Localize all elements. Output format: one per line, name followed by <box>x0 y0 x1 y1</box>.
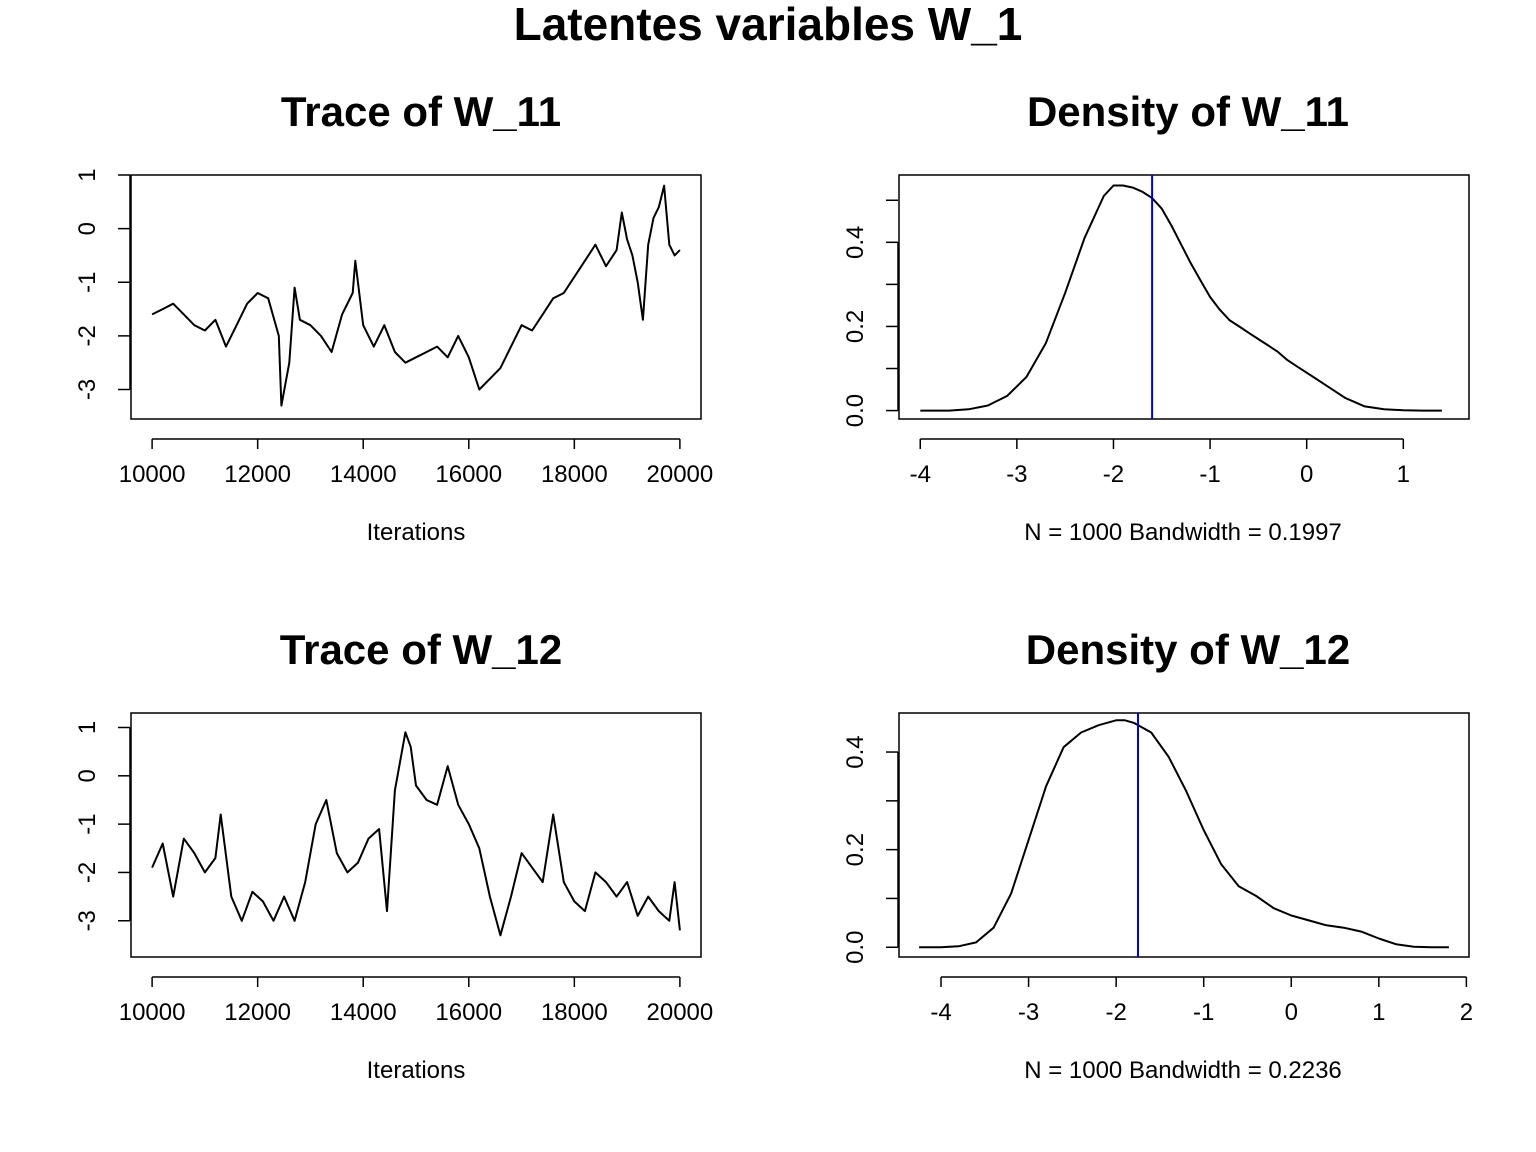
x-tick-label: 20000 <box>647 999 714 1026</box>
panel-title: Density of W_12 <box>1026 626 1350 673</box>
x-axis-label: Iterations <box>367 519 466 546</box>
figure-title: Latentes variables W_1 <box>514 0 1023 50</box>
plot-frame <box>130 174 702 420</box>
x-tick-label: -1 <box>1199 461 1220 488</box>
y-tick-label: 0.4 <box>842 735 869 768</box>
x-tick-label: 12000 <box>224 461 291 488</box>
y-tick-label: 0.0 <box>842 394 869 427</box>
x-tick-label: 16000 <box>435 461 502 488</box>
y-tick-label: -3 <box>74 379 101 400</box>
panel-title: Density of W_11 <box>1027 88 1349 135</box>
trace-panel-w12: Trace of W_12 Iterations 10000 12000 14000… <box>74 626 713 1084</box>
x-tick-label: 10000 <box>119 461 186 488</box>
y-tick-label: 0.0 <box>842 931 869 964</box>
y-tick-label: 0.2 <box>842 310 869 343</box>
density-curve <box>919 719 1449 949</box>
x-tick-label: 16000 <box>435 999 502 1026</box>
y-tick-label: -1 <box>74 813 101 834</box>
y-tick-label: 0 <box>74 769 101 782</box>
plot-frame <box>898 712 1470 958</box>
y-tick-label: -2 <box>74 862 101 883</box>
x-tick-label: 0 <box>1285 999 1298 1026</box>
x-axis-label: N = 1000 Bandwidth = 0.1997 <box>1024 519 1342 546</box>
x-tick-label: 0 <box>1300 461 1313 488</box>
x-tick-label: -2 <box>1103 461 1124 488</box>
y-tick-label: 1 <box>74 721 101 734</box>
x-tick-label: -2 <box>1105 999 1126 1026</box>
x-tick-label: 18000 <box>541 999 608 1026</box>
density-panel-w12: Density of W_12 N = 1000 Bandwidth = 0.2… <box>842 626 1473 1084</box>
plot-frame <box>898 174 1470 420</box>
y-tick-label: 1 <box>74 168 101 181</box>
x-tick-label: 1 <box>1372 999 1385 1026</box>
density-curve <box>920 184 1442 412</box>
x-axis-label: N = 1000 Bandwidth = 0.2236 <box>1024 1057 1342 1084</box>
y-tick-label: 0.2 <box>842 833 869 866</box>
y-tick-label: -1 <box>74 272 101 293</box>
x-tick-label: -3 <box>1006 461 1027 488</box>
y-tick-label: 0 <box>74 222 101 235</box>
panel-title: Trace of W_12 <box>280 626 562 673</box>
y-tick-label: -3 <box>74 910 101 931</box>
panel-title: Trace of W_11 <box>281 88 561 135</box>
x-tick-label: 10000 <box>119 999 186 1026</box>
x-tick-label: 2 <box>1460 999 1473 1026</box>
x-tick-label: -1 <box>1193 999 1214 1026</box>
x-tick-label: -4 <box>930 999 951 1026</box>
x-tick-label: 12000 <box>224 999 291 1026</box>
x-tick-label: 18000 <box>541 461 608 488</box>
trace-line <box>151 731 681 937</box>
trace-line <box>151 184 681 407</box>
x-tick-label: 14000 <box>330 999 397 1026</box>
plot-frame <box>130 712 702 958</box>
x-tick-label: 14000 <box>330 461 397 488</box>
trace-panel-w11: Trace of W_11 Iterations 10000 12000 14000… <box>74 88 713 546</box>
y-tick-label: -2 <box>74 325 101 346</box>
x-tick-label: -4 <box>910 461 931 488</box>
x-tick-label: 1 <box>1397 461 1410 488</box>
x-tick-label: 20000 <box>647 461 714 488</box>
x-tick-label: -3 <box>1018 999 1039 1026</box>
y-tick-label: 0.4 <box>842 226 869 259</box>
density-panel-w11: Density of W_11 N = 1000 Bandwidth = 0.1… <box>842 88 1470 546</box>
x-axis-label: Iterations <box>367 1057 466 1084</box>
